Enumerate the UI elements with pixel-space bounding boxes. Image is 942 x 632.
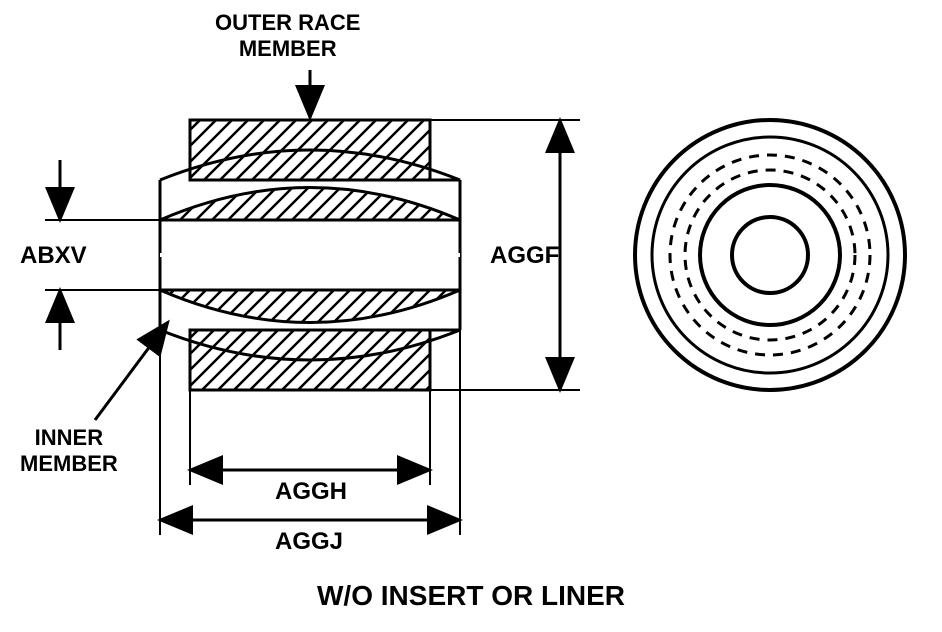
label-outer-race: OUTER RACE MEMBER [215,10,360,62]
label-aggj: AGGJ [275,528,343,556]
diagram-container: OUTER RACE MEMBER INNER MEMBER ABXV AGGF… [0,0,942,632]
label-inner-member: INNER MEMBER [20,425,118,477]
label-abxv: ABXV [20,242,87,270]
label-aggh: AGGH [275,478,347,506]
bottom-title: W/O INSERT OR LINER [0,580,942,612]
technical-drawing [0,0,942,632]
label-aggf: AGGF [490,242,559,270]
